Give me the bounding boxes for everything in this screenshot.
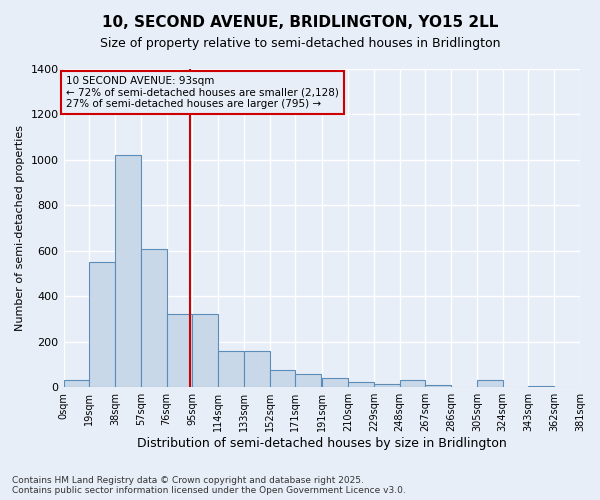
Bar	[89, 262, 115, 387]
Bar	[167, 314, 193, 387]
Y-axis label: Number of semi-detached properties: Number of semi-detached properties	[15, 125, 25, 331]
Bar	[348, 382, 374, 387]
Bar	[141, 248, 167, 387]
Text: Size of property relative to semi-detached houses in Bridlington: Size of property relative to semi-detach…	[100, 38, 500, 51]
Bar	[244, 351, 269, 387]
Bar	[477, 380, 503, 387]
Text: 10 SECOND AVENUE: 93sqm
← 72% of semi-detached houses are smaller (2,128)
27% of: 10 SECOND AVENUE: 93sqm ← 72% of semi-de…	[66, 76, 339, 109]
Bar	[193, 314, 218, 387]
Bar	[269, 370, 295, 387]
Text: 10, SECOND AVENUE, BRIDLINGTON, YO15 2LL: 10, SECOND AVENUE, BRIDLINGTON, YO15 2LL	[102, 15, 498, 30]
X-axis label: Distribution of semi-detached houses by size in Bridlington: Distribution of semi-detached houses by …	[137, 437, 506, 450]
Bar	[400, 380, 425, 387]
Bar	[218, 351, 244, 387]
Bar	[295, 374, 321, 387]
Text: Contains HM Land Registry data © Crown copyright and database right 2025.
Contai: Contains HM Land Registry data © Crown c…	[12, 476, 406, 495]
Bar	[529, 386, 554, 387]
Bar	[425, 386, 451, 387]
Bar	[115, 156, 141, 387]
Bar	[64, 380, 89, 387]
Bar	[374, 384, 400, 387]
Bar	[322, 378, 348, 387]
